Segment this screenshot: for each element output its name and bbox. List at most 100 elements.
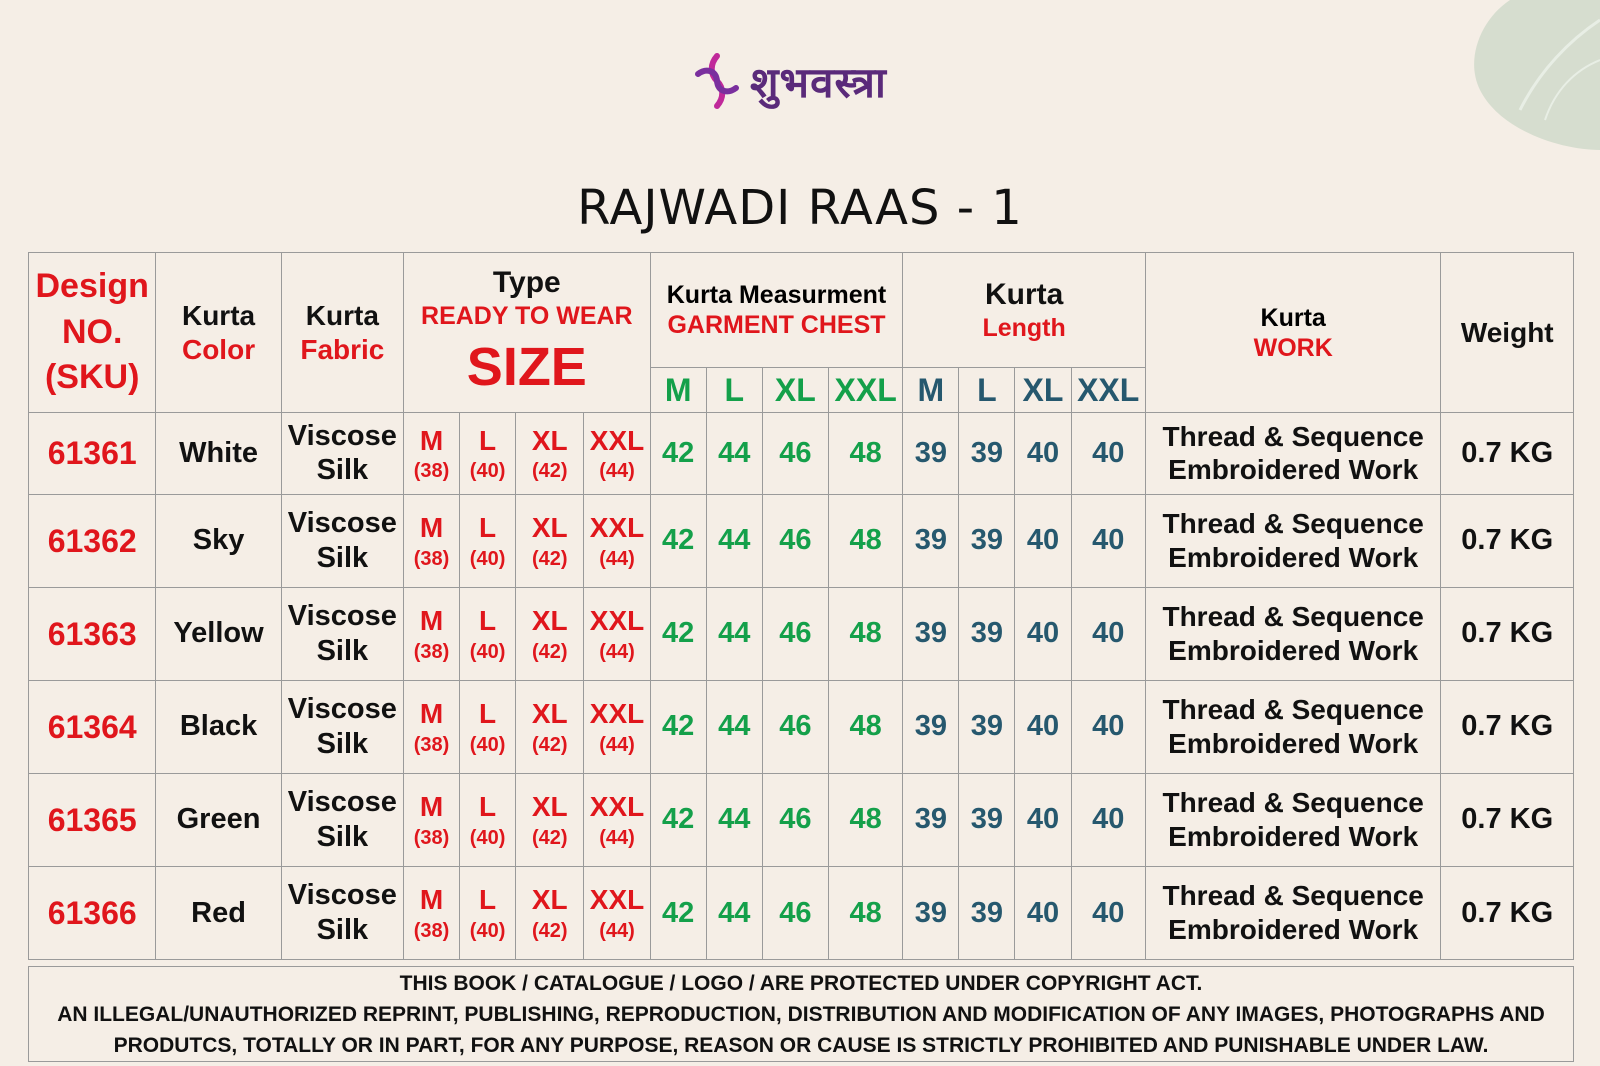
fabric-cell: Viscose Silk xyxy=(280,772,405,867)
length-value-cell: 39 xyxy=(902,865,960,961)
type-size-cell: M (38) xyxy=(402,679,461,774)
notice-line: PRODUTCS, TOTALLY OR IN PART, FOR ANY PU… xyxy=(113,1034,1489,1057)
color-cell: Green xyxy=(155,772,282,867)
chest-value-cell: 46 xyxy=(761,412,829,495)
header-type-size: Type READY TO WEAR SIZE xyxy=(403,252,651,413)
type-size-cell: XL (42) xyxy=(515,679,585,774)
work-cell: Thread & Sequence Embroidered Work xyxy=(1144,772,1442,867)
notice-line: THIS BOOK / CATALOGUE / LOGO / ARE PROTE… xyxy=(399,972,1203,995)
chest-value-cell: 44 xyxy=(705,772,763,867)
length-size-xxl: XXL xyxy=(1070,367,1146,413)
chest-value-cell: 48 xyxy=(827,412,904,495)
type-size-cell: M (38) xyxy=(402,772,461,867)
header-weight: Weight xyxy=(1440,252,1574,413)
type-size-cell: XXL (44) xyxy=(583,412,651,495)
sku-cell: 61363 xyxy=(27,586,157,681)
header-design-no: Design NO. (SKU) xyxy=(27,252,157,413)
type-size-cell: L (40) xyxy=(459,412,517,495)
length-value-cell: 40 xyxy=(1014,772,1072,867)
length-value-cell: 40 xyxy=(1014,412,1072,495)
fabric-cell: Viscose Silk xyxy=(280,679,405,774)
length-value-cell: 40 xyxy=(1070,493,1146,588)
color-cell: Black xyxy=(155,679,282,774)
chest-value-cell: 48 xyxy=(827,772,904,867)
table-row: 61366 Red Viscose Silk M (38) L (40) XL (42) XXL (4… xyxy=(27,865,1574,961)
chest-value-cell: 48 xyxy=(827,586,904,681)
length-value-cell: 40 xyxy=(1014,865,1072,961)
type-size-cell: L (40) xyxy=(459,772,517,867)
length-value-cell: 39 xyxy=(958,865,1016,961)
type-size-cell: XXL (44) xyxy=(583,493,651,588)
weight-cell: 0.7 KG xyxy=(1440,586,1574,681)
leaf-decoration xyxy=(1474,0,1600,150)
color-cell: Yellow xyxy=(155,586,282,681)
chest-value-cell: 46 xyxy=(761,586,829,681)
type-size-cell: L (40) xyxy=(459,679,517,774)
chest-value-cell: 48 xyxy=(827,679,904,774)
length-value-cell: 39 xyxy=(902,772,960,867)
type-size-cell: XL (42) xyxy=(515,586,585,681)
length-value-cell: 39 xyxy=(902,679,960,774)
header-kurta-color: Kurta Color xyxy=(155,252,282,413)
length-value-cell: 39 xyxy=(902,586,960,681)
chest-value-cell: 42 xyxy=(649,586,707,681)
color-cell: Red xyxy=(155,865,282,961)
swastik-logo-icon xyxy=(695,53,739,109)
chest-value-cell: 42 xyxy=(649,865,707,961)
chest-value-cell: 46 xyxy=(761,865,829,961)
brand-logo: शुभवस्त्रा xyxy=(690,46,887,116)
fabric-cell: Viscose Silk xyxy=(280,493,405,588)
sku-cell: 61361 xyxy=(27,412,157,495)
type-size-cell: M (38) xyxy=(402,412,461,495)
length-value-cell: 39 xyxy=(902,493,960,588)
length-value-cell: 39 xyxy=(958,586,1016,681)
chest-value-cell: 42 xyxy=(649,679,707,774)
length-value-cell: 39 xyxy=(902,412,960,495)
size-chart-table: Design NO. (SKU) Kurta Color Kurta Fabri… xyxy=(27,252,1574,961)
color-cell: Sky xyxy=(155,493,282,588)
length-value-cell: 39 xyxy=(958,493,1016,588)
type-size-cell: XXL (44) xyxy=(583,586,651,681)
length-value-cell: 40 xyxy=(1014,586,1072,681)
length-size-xl: XL xyxy=(1014,367,1072,413)
work-cell: Thread & Sequence Embroidered Work xyxy=(1144,679,1442,774)
table-row: 61363 Yellow Viscose Silk M (38) L (40) XL (42) XX… xyxy=(27,586,1574,681)
type-size-cell: XXL (44) xyxy=(583,772,651,867)
chest-value-cell: 48 xyxy=(827,493,904,588)
length-value-cell: 40 xyxy=(1070,412,1146,495)
chest-value-cell: 44 xyxy=(705,493,763,588)
type-size-cell: XL (42) xyxy=(515,865,585,961)
type-size-cell: L (40) xyxy=(459,865,517,961)
work-cell: Thread & Sequence Embroidered Work xyxy=(1144,865,1442,961)
weight-cell: 0.7 KG xyxy=(1440,865,1574,961)
length-value-cell: 40 xyxy=(1070,865,1146,961)
type-size-cell: XXL (44) xyxy=(583,865,651,961)
type-size-cell: M (38) xyxy=(402,586,461,681)
sku-cell: 61362 xyxy=(27,493,157,588)
weight-cell: 0.7 KG xyxy=(1440,412,1574,495)
type-size-cell: XL (42) xyxy=(515,412,585,495)
table-row: 61364 Black Viscose Silk M (38) L (40) XL (42) XXL… xyxy=(27,679,1574,774)
type-size-cell: XL (42) xyxy=(515,493,585,588)
type-size-cell: XXL (44) xyxy=(583,679,651,774)
sku-cell: 61366 xyxy=(27,865,157,961)
length-value-cell: 39 xyxy=(958,412,1016,495)
fabric-cell: Viscose Silk xyxy=(280,412,405,495)
chest-value-cell: 46 xyxy=(761,772,829,867)
weight-cell: 0.7 KG xyxy=(1440,772,1574,867)
length-value-cell: 40 xyxy=(1070,772,1146,867)
weight-cell: 0.7 KG xyxy=(1440,679,1574,774)
type-size-cell: M (38) xyxy=(402,865,461,961)
chest-value-cell: 42 xyxy=(649,772,707,867)
table-row: 61361 White Viscose Silk M (38) L (40) XL (42) XXL… xyxy=(27,412,1574,495)
color-cell: White xyxy=(155,412,282,495)
chest-value-cell: 48 xyxy=(827,865,904,961)
type-size-cell: L (40) xyxy=(459,586,517,681)
length-value-cell: 40 xyxy=(1070,679,1146,774)
chest-size-xl: XL xyxy=(761,367,829,413)
work-cell: Thread & Sequence Embroidered Work xyxy=(1144,412,1442,495)
chest-value-cell: 44 xyxy=(705,586,763,681)
table-row: 61362 Sky Viscose Silk M (38) L (40) XL (42) XXL (4… xyxy=(27,493,1574,588)
length-size-l: L xyxy=(958,367,1016,413)
header-kurta-work: Kurta WORK xyxy=(1144,252,1442,413)
